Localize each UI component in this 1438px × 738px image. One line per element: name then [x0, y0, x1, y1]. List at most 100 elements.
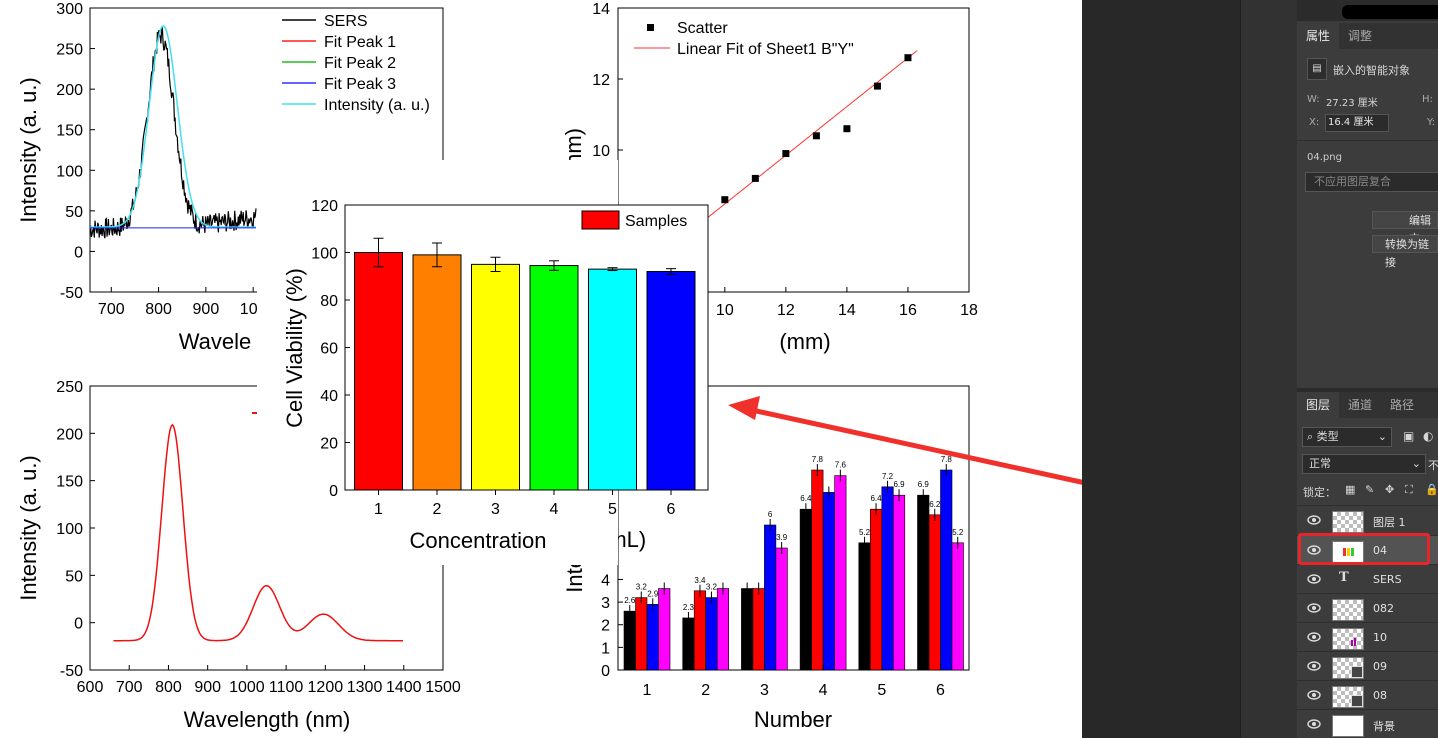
tab-adjustments[interactable]: 调整 — [1348, 29, 1373, 43]
bar — [635, 597, 648, 671]
smart-object-icon: ▤ — [1307, 58, 1327, 80]
eye-icon[interactable] — [1307, 689, 1321, 701]
layer-row[interactable]: 图层 1 — [1297, 505, 1438, 535]
lock-row: 锁定： ▦ ✎ ✥ ⛶ 🔒 — [1297, 481, 1438, 501]
w-label: W: — [1307, 94, 1320, 105]
y-tick-label: 2 — [601, 618, 610, 635]
layer-row[interactable]: 背景 — [1297, 709, 1438, 738]
x-tick-label: 2 — [433, 501, 442, 518]
lock-image-icon[interactable]: ✎ — [1365, 483, 1375, 496]
filter-kind-select[interactable]: ⌕ 类型 ⌄ — [1302, 427, 1392, 447]
filter-kind-label: 类型 — [1316, 430, 1339, 443]
y-tick-label: 0 — [74, 616, 83, 633]
legend-marker — [647, 24, 654, 31]
eye-icon[interactable] — [1307, 631, 1321, 643]
x-axis-label: Wavelength (nm) — [184, 707, 351, 732]
y-tick-label: 250 — [56, 42, 83, 59]
series-sers — [89, 26, 257, 239]
y-tick-label: 100 — [56, 521, 83, 538]
lock-all-icon[interactable]: 🔒 — [1425, 483, 1438, 496]
bar-label: 6.4 — [870, 494, 882, 503]
bar-label: 3.2 — [706, 583, 718, 592]
legend-label: Intensity (a. u.) — [324, 97, 430, 114]
tab-channels[interactable]: 通道 — [1348, 398, 1373, 412]
bar-4 — [529, 265, 579, 491]
x-tick-label: 10 — [716, 302, 734, 319]
x-tick-label: 16 — [899, 302, 917, 319]
layer-row[interactable]: 09 — [1297, 651, 1438, 681]
thumb-bar-magenta — [1351, 640, 1353, 646]
x-tick-label: 1 — [374, 501, 383, 518]
layer-comp-select[interactable]: 不应用图层复合 — [1305, 172, 1438, 192]
bar — [940, 469, 953, 671]
x-tick-label: 12 — [777, 302, 795, 319]
blend-mode-select[interactable]: 正常 ⌄ — [1302, 454, 1426, 474]
convert-to-linked-button[interactable]: 转换为链接 — [1372, 235, 1438, 269]
bar-label: 6.9 — [893, 480, 905, 489]
bar-label: 5.2 — [859, 528, 871, 537]
layer-name: SERS — [1373, 573, 1402, 586]
layer-row[interactable]: T SERS — [1297, 564, 1438, 594]
tab-properties[interactable]: 属性 — [1297, 23, 1340, 49]
lock-artboard-icon[interactable]: ⛶ — [1405, 483, 1413, 496]
y-tick-label: 120 — [311, 198, 338, 215]
x-tick-label: 600 — [77, 679, 104, 696]
legend-label: Linear Fit of Sheet1 B"Y" — [677, 41, 854, 58]
layer-row[interactable]: 08 — [1297, 680, 1438, 710]
image-filter-icon[interactable]: ▣ — [1403, 429, 1415, 443]
tab-paths[interactable]: 路径 — [1390, 398, 1415, 412]
y-tick-label: 40 — [320, 388, 338, 405]
x-input[interactable]: 16.4 厘米 — [1325, 114, 1389, 132]
eye-icon[interactable] — [1307, 544, 1321, 556]
layer-row[interactable]: 082 — [1297, 593, 1438, 623]
layer-filter-row: ⌕ 类型 ⌄ ▣ ◐ — [1297, 426, 1438, 448]
bar — [623, 610, 636, 671]
x-tick-label: 14 — [838, 302, 856, 319]
navigator-preview — [1342, 5, 1438, 19]
y-tick-label: 80 — [320, 293, 338, 310]
bar — [881, 486, 894, 671]
layer-row[interactable]: 10 — [1297, 622, 1438, 652]
scatter-point — [812, 132, 820, 140]
lock-transparent-icon[interactable]: ▦ — [1345, 483, 1356, 496]
y-tick-label: 10 — [592, 143, 610, 160]
bar-2 — [412, 254, 462, 491]
bar-3 — [471, 263, 520, 491]
layer-name: 09 — [1373, 660, 1387, 673]
layer-thumbnail — [1332, 599, 1364, 621]
legend-label: Fit Peak 2 — [324, 55, 396, 72]
bar-label: 7.6 — [835, 461, 847, 470]
eye-icon[interactable] — [1307, 718, 1321, 730]
layer-thumbnail — [1332, 628, 1364, 650]
adjustment-filter-icon[interactable]: ◐ — [1423, 429, 1434, 443]
x-tick-label: 900 — [194, 679, 221, 696]
bar — [752, 588, 765, 671]
x-tick-label: 4 — [819, 682, 828, 699]
bar — [646, 604, 659, 671]
x-tick-label: 1 — [643, 682, 652, 699]
series-fit — [113, 423, 403, 642]
selection-highlight — [1298, 533, 1430, 565]
lock-label: 锁定： — [1303, 486, 1336, 499]
eye-icon[interactable] — [1307, 514, 1321, 526]
y-label: Y: — [1427, 117, 1436, 128]
w-value[interactable]: 27.23 厘米 — [1326, 98, 1378, 109]
scatter-point — [782, 150, 790, 158]
y-tick-label: 3 — [601, 595, 610, 612]
y-tick-label: 250 — [56, 379, 83, 396]
bar — [858, 542, 871, 671]
document-canvas[interactable]: 300 250 200 150 100 50 0 -50 700 800 900 100 Intensi… — [0, 0, 1082, 738]
bar — [834, 475, 847, 671]
lock-position-icon[interactable]: ✥ — [1385, 483, 1395, 496]
edit-contents-button[interactable]: 编辑内 — [1372, 211, 1438, 245]
eye-icon[interactable] — [1307, 602, 1321, 614]
eye-icon[interactable] — [1307, 660, 1321, 672]
bar-label: 3.9 — [776, 533, 788, 542]
eye-icon[interactable] — [1307, 573, 1321, 585]
x-tick-label: 3 — [760, 682, 769, 699]
tab-layers[interactable]: 图层 — [1297, 392, 1340, 418]
layer-thumbnail — [1332, 657, 1364, 679]
bar — [764, 524, 777, 671]
bar-label: 6.2 — [929, 500, 941, 509]
